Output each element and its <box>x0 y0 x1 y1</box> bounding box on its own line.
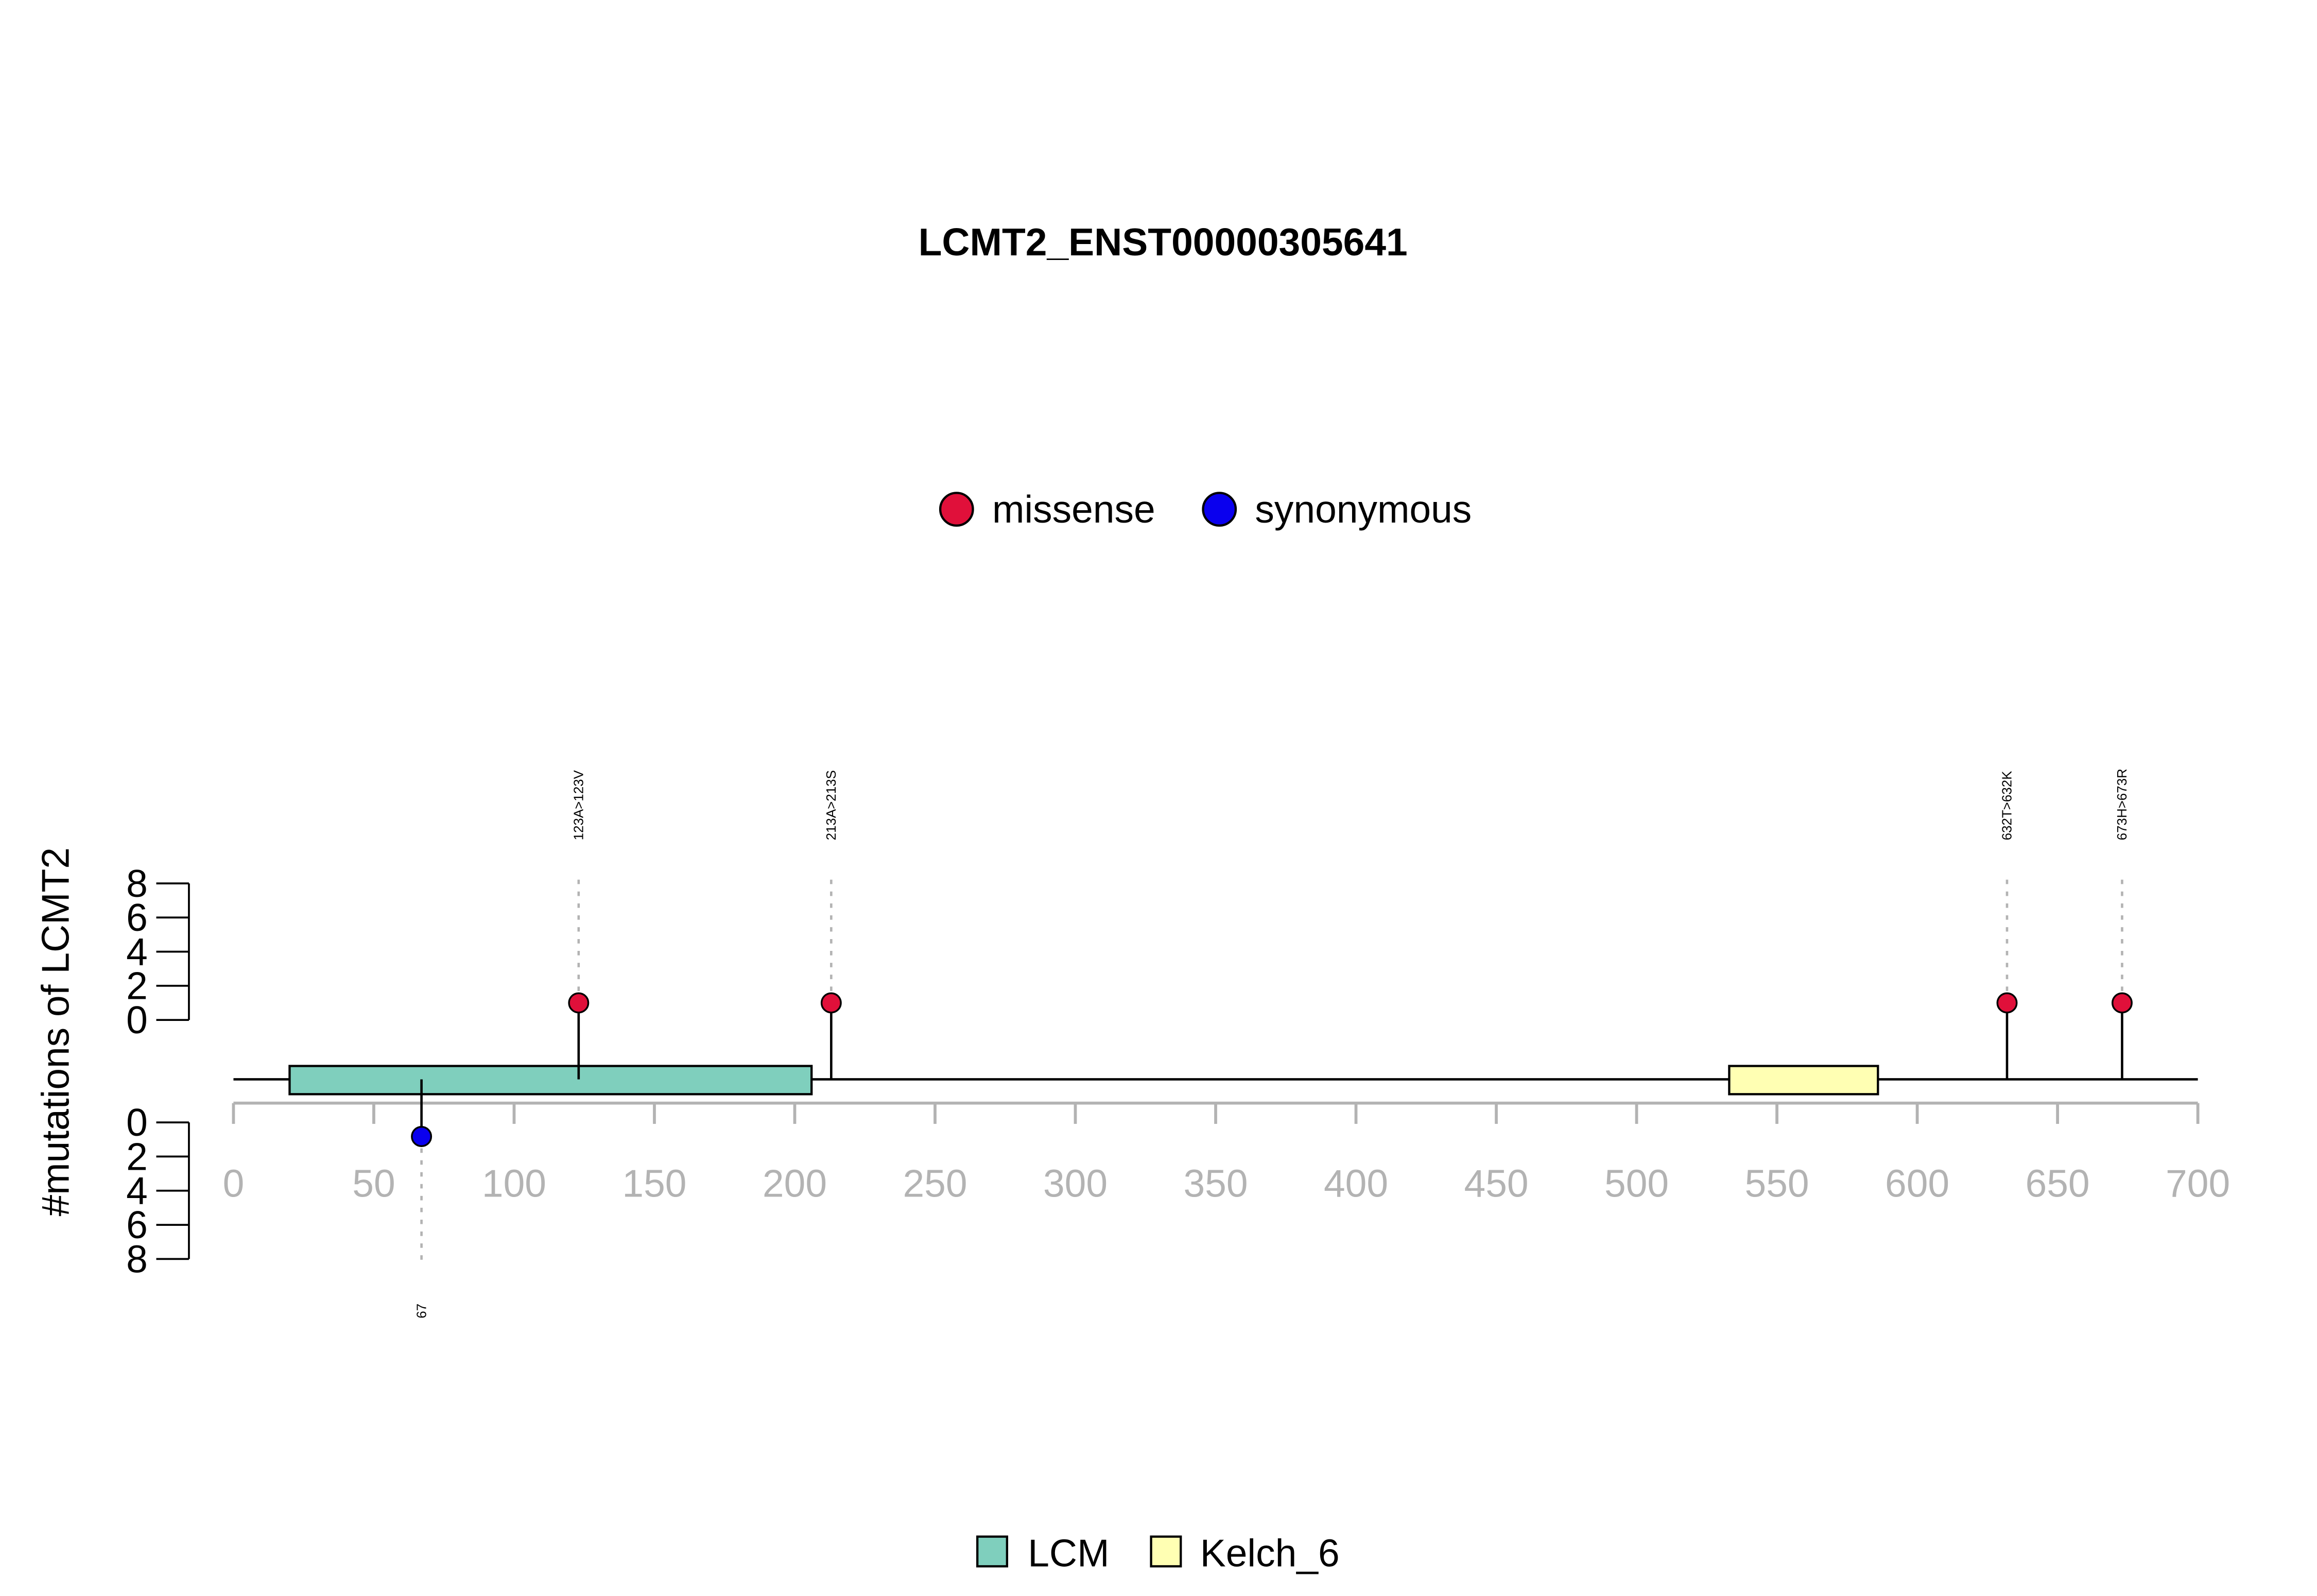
y-top-tick-label: 0 <box>126 998 148 1042</box>
x-tick-label: 700 <box>2166 1161 2230 1205</box>
x-tick-label: 350 <box>1183 1161 1248 1205</box>
legend-label-synonymous: synonymous <box>1255 488 1472 531</box>
y-bottom-tick-label: 0 <box>126 1101 148 1144</box>
domain-LCM <box>288 1065 813 1096</box>
legend-label-missense: missense <box>992 488 1155 531</box>
x-tick-label: 0 <box>223 1161 245 1205</box>
mutation-67: 67 <box>411 1079 433 1319</box>
lollipop-head <box>820 992 842 1014</box>
lollipop-head <box>1996 992 2018 1014</box>
mutation-label: 123A>123V <box>572 770 586 840</box>
legend-label-Kelch_6: Kelch_6 <box>1200 1531 1340 1574</box>
y-top-tick-label: 8 <box>126 862 148 905</box>
y-bottom-tick-label: 4 <box>126 1169 148 1212</box>
y-top-tick-label: 6 <box>126 896 148 939</box>
mutation-label: 673H>673R <box>2115 769 2130 840</box>
mutation-673: 673H>673R <box>2111 769 2133 1080</box>
x-tick-label: 650 <box>2026 1161 2090 1205</box>
legend-marker-missense <box>939 492 974 527</box>
domain-Kelch_6 <box>1728 1065 1879 1096</box>
y-bottom-tick-label: 8 <box>126 1237 148 1280</box>
x-tick-label: 250 <box>903 1161 967 1205</box>
legend-top: missense synonymous <box>939 488 1472 531</box>
x-tick-label: 100 <box>482 1161 546 1205</box>
mutation-label: 632T>632K <box>2000 771 2015 841</box>
lollipop-head <box>568 992 590 1014</box>
mutation-123: 123A>123V <box>568 770 590 1080</box>
legend-swatch-Kelch_6 <box>1150 1535 1182 1568</box>
x-tick-label: 200 <box>763 1161 827 1205</box>
y-top-tick-label: 4 <box>126 930 148 973</box>
y-axis-label: #mutations of LCMT2 <box>33 847 77 1217</box>
domains <box>288 1065 1879 1096</box>
x-tick-label: 600 <box>1885 1161 1949 1205</box>
y-bottom-tick-label: 6 <box>126 1203 148 1246</box>
legend-swatch-LCM <box>976 1535 1009 1568</box>
mutation-label: 213A>213S <box>824 770 839 840</box>
x-tick-label: 500 <box>1604 1161 1669 1205</box>
x-tick-label: 450 <box>1464 1161 1528 1205</box>
x-tick-label: 400 <box>1324 1161 1388 1205</box>
x-tick-label: 150 <box>622 1161 686 1205</box>
legend-label-LCM: LCM <box>1028 1531 1109 1574</box>
mutation-label: 67 <box>414 1304 429 1319</box>
lollipop-head <box>411 1126 433 1147</box>
mutation-632: 632T>632K <box>1996 771 2018 1080</box>
y-bottom-tick-label: 2 <box>126 1135 148 1178</box>
x-tick-label: 50 <box>352 1161 395 1205</box>
x-tick-label: 550 <box>1745 1161 1809 1205</box>
mutation-213: 213A>213S <box>820 770 842 1080</box>
chart-title: LCMT2_ENST00000305641 <box>919 220 1408 264</box>
x-axis: 0 50 100 150 200 250 300 350 400 450 500 550 600 650 7… <box>223 1101 2230 1205</box>
lollipop-head <box>2111 992 2133 1014</box>
lollipops: 123A>123V 213A>213S 632T>632K 673H>673R 67 <box>411 769 2133 1319</box>
x-tick-label: 300 <box>1043 1161 1108 1205</box>
legend-bottom: LCM Kelch_6 <box>976 1531 1340 1574</box>
legend-marker-synonymous <box>1202 492 1237 527</box>
y-top-tick-label: 2 <box>126 964 148 1008</box>
